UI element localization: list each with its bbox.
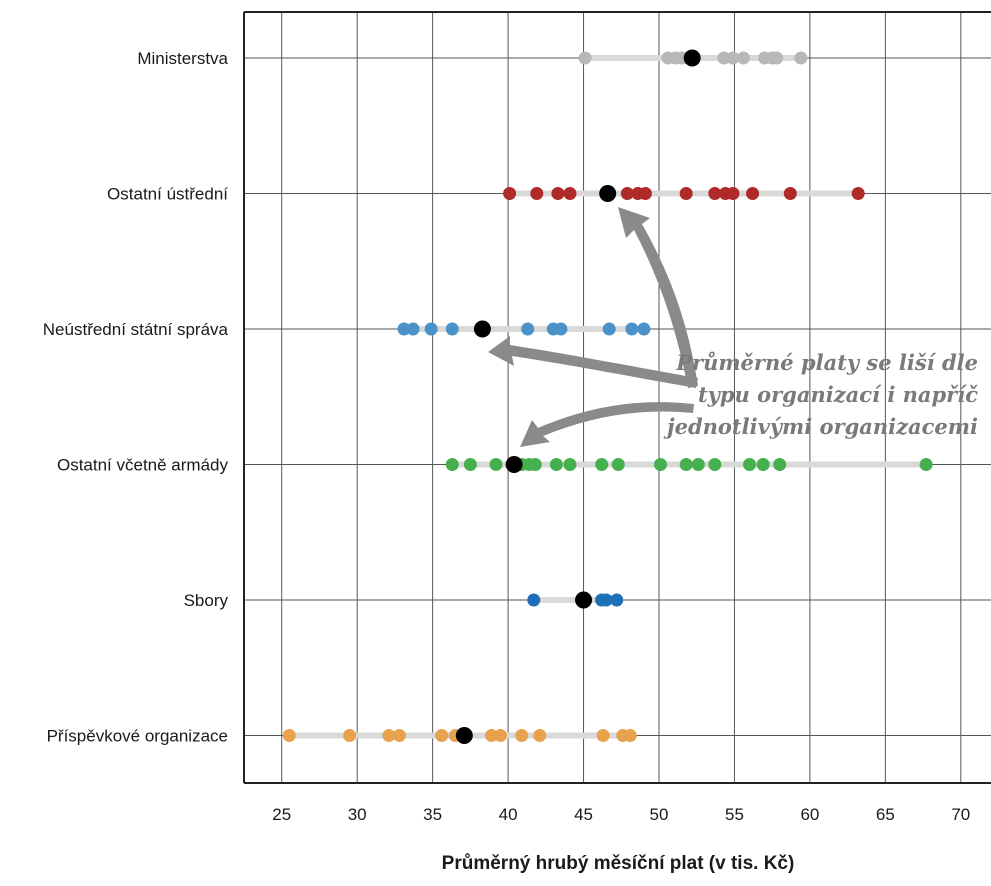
data-point-1-3 <box>563 187 577 200</box>
data-point-1-1 <box>530 187 544 200</box>
mean-point-3 <box>505 456 523 473</box>
data-point-5-1 <box>343 729 357 742</box>
mean-layer <box>455 49 701 744</box>
data-point-3-12 <box>691 458 705 471</box>
x-tick-label-70: 70 <box>951 805 970 824</box>
data-point-4-0 <box>527 593 541 607</box>
data-point-4-3 <box>610 593 624 607</box>
data-point-0-12 <box>794 51 808 65</box>
dot-layer <box>282 51 933 742</box>
data-point-0-11 <box>770 51 784 65</box>
data-point-2-6 <box>554 322 568 336</box>
category-label-2: Neústřední státní správa <box>43 320 229 339</box>
data-point-2-4 <box>521 322 535 336</box>
data-point-1-12 <box>783 187 797 200</box>
mean-point-4 <box>575 591 593 609</box>
data-point-2-3 <box>445 322 459 336</box>
mean-point-2 <box>473 320 491 338</box>
annotation-arrow-bottom <box>520 402 694 447</box>
data-point-1-2 <box>551 187 565 200</box>
x-tick-label-50: 50 <box>650 805 669 824</box>
data-point-3-2 <box>489 458 503 471</box>
category-label-4: Sbory <box>184 591 229 610</box>
data-point-1-13 <box>851 187 865 200</box>
data-point-5-6 <box>484 729 498 742</box>
x-tick-label-55: 55 <box>725 805 744 824</box>
label-layer: 25 30 35 40 45 50 55 60 65 70 Ministerstva Ostatní … <box>43 49 970 824</box>
data-point-1-10 <box>726 187 740 200</box>
data-point-3-5 <box>528 458 542 471</box>
data-point-2-8 <box>625 322 639 336</box>
data-point-3-13 <box>708 458 722 471</box>
data-point-5-0 <box>282 729 296 742</box>
x-tick-label-30: 30 <box>348 805 367 824</box>
data-point-0-0 <box>578 51 592 65</box>
data-point-3-11 <box>679 458 693 471</box>
mean-point-5 <box>455 727 473 744</box>
category-label-3: Ostatní včetně armády <box>57 456 229 475</box>
data-point-3-9 <box>611 458 625 471</box>
x-tick-label-25: 25 <box>272 805 291 824</box>
x-tick-label-45: 45 <box>574 805 593 824</box>
data-point-3-10 <box>654 458 668 471</box>
category-label-1: Ostatní ústřední <box>107 185 228 204</box>
annotation-arrow-top <box>618 207 698 388</box>
x-tick-label-40: 40 <box>499 805 518 824</box>
data-point-3-8 <box>595 458 609 471</box>
data-point-2-9 <box>637 322 651 336</box>
data-point-4-2 <box>599 593 613 607</box>
data-point-3-16 <box>773 458 787 471</box>
data-point-3-0 <box>445 458 459 471</box>
data-point-5-3 <box>392 729 406 742</box>
annotation-layer: Průměrné platy se liší dle typu organiza… <box>488 207 978 447</box>
data-point-5-8 <box>515 729 529 742</box>
annotation-line-3: jednotlivými organizacemi <box>663 414 978 439</box>
annotation-line-1: Průměrné platy se liší dle <box>675 350 978 375</box>
x-tick-label-65: 65 <box>876 805 895 824</box>
data-point-1-6 <box>638 187 652 200</box>
data-point-3-15 <box>756 458 770 471</box>
x-tick-label-60: 60 <box>800 805 819 824</box>
x-axis-title: Průměrný hrubý měsíční plat (v tis. Kč) <box>442 853 795 874</box>
data-point-3-6 <box>549 458 563 471</box>
data-point-1-4 <box>620 187 634 200</box>
data-point-2-7 <box>602 322 616 336</box>
data-point-5-4 <box>435 729 449 742</box>
annotation-line-2: typu organizací i napříč <box>698 382 978 407</box>
data-point-0-6 <box>717 51 731 65</box>
data-point-0-8 <box>737 51 751 65</box>
data-point-3-17 <box>919 458 933 471</box>
data-point-1-11 <box>746 187 760 200</box>
data-point-2-0 <box>397 322 411 336</box>
annotation-arrow-middle <box>488 336 698 388</box>
data-point-3-7 <box>563 458 577 471</box>
data-point-5-7 <box>494 729 508 742</box>
data-point-5-9 <box>533 729 547 742</box>
data-point-3-14 <box>743 458 757 471</box>
mean-point-0 <box>683 49 701 67</box>
data-point-3-1 <box>463 458 477 471</box>
data-point-1-8 <box>708 187 722 200</box>
mean-point-1 <box>599 185 617 202</box>
data-point-0-7 <box>726 51 740 65</box>
category-label-5: Příspěvkové organizace <box>47 727 228 746</box>
data-point-2-2 <box>424 322 438 336</box>
category-label-0: Ministerstva <box>137 49 228 68</box>
data-point-5-10 <box>596 729 610 742</box>
x-tick-label-35: 35 <box>423 805 442 824</box>
data-point-1-7 <box>679 187 693 200</box>
data-point-1-0 <box>503 187 517 200</box>
data-point-2-1 <box>406 322 420 336</box>
data-point-5-2 <box>382 729 396 742</box>
data-point-5-12 <box>623 729 637 742</box>
